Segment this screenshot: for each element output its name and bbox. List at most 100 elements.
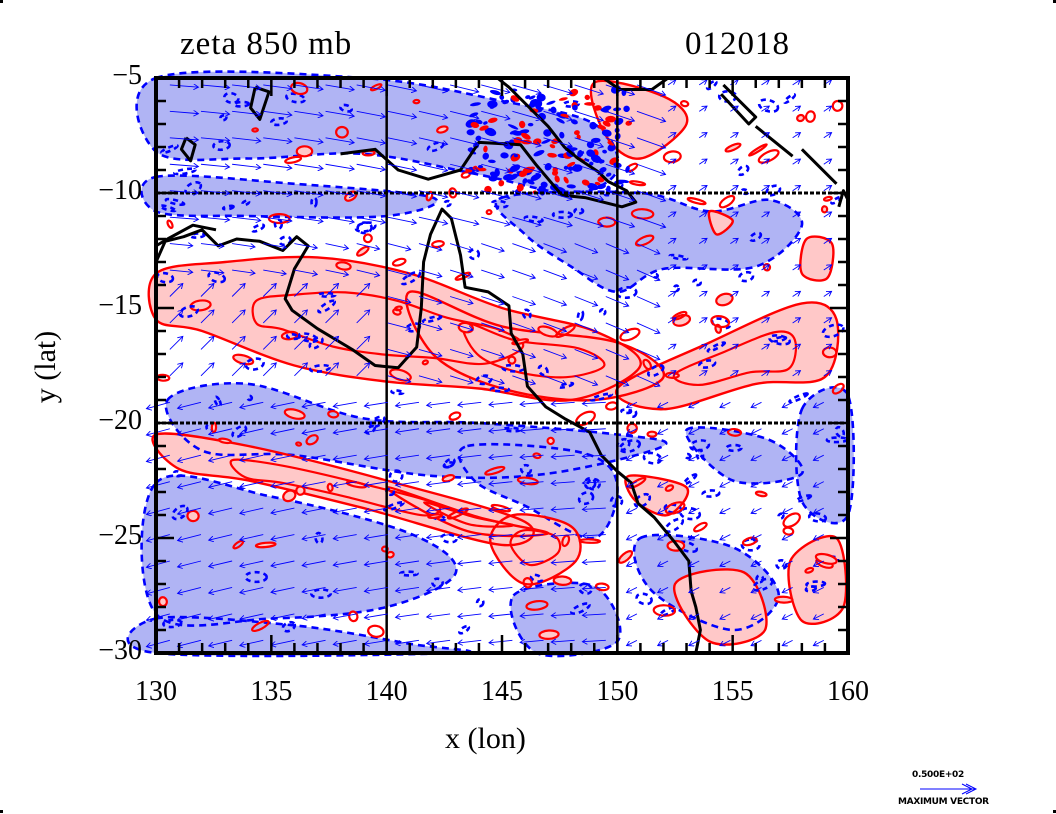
dense-vorticity-cell <box>516 183 524 192</box>
negative-vorticity-cell <box>598 308 607 316</box>
wind-vector <box>751 613 762 619</box>
wind-vector <box>396 454 420 459</box>
wind-vector <box>720 587 731 592</box>
wind-vector <box>294 216 323 221</box>
negative-vorticity-cell <box>771 335 788 343</box>
dense-vorticity-cell <box>602 120 611 127</box>
wind-vector <box>364 639 388 644</box>
wind-vector <box>200 111 230 114</box>
positive-vorticity-cell <box>431 240 445 249</box>
wind-vector <box>761 80 770 86</box>
wind-vector <box>481 216 510 225</box>
wind-vector <box>689 454 700 460</box>
wind-vector <box>146 401 170 408</box>
wind-vector <box>823 344 832 350</box>
positive-vorticity-cell <box>646 430 658 438</box>
positive-vorticity-cell <box>348 610 359 623</box>
wind-vector <box>387 269 411 276</box>
y-axis-label: y (lat) <box>29 330 62 404</box>
wind-vector <box>730 318 738 324</box>
wind-vector <box>636 243 660 254</box>
positive-vorticity-cell <box>507 355 517 365</box>
wind-vector <box>813 507 824 513</box>
wind-vector <box>792 371 801 377</box>
negative-vorticity-cell <box>475 374 493 386</box>
wind-vector <box>627 560 638 566</box>
dense-vorticity-cell <box>525 95 531 99</box>
wind-vector <box>356 163 386 169</box>
negative-vorticity-region <box>685 427 803 484</box>
negative-vorticity-cell <box>388 469 404 483</box>
negative-vorticity-cell <box>173 167 197 176</box>
wind-vector <box>636 375 660 386</box>
negative-vorticity-cell <box>308 336 324 350</box>
wind-vector <box>689 639 700 645</box>
wind-vector <box>240 481 264 487</box>
negative-vorticity-cell <box>164 197 186 207</box>
wind-vector <box>387 296 411 303</box>
reference-vector-caption: MAXIMUM VECTOR <box>898 797 989 807</box>
wind-vector <box>574 296 598 306</box>
wind-vector <box>294 243 317 248</box>
wind-vector <box>178 401 202 408</box>
dense-vorticity-cell <box>482 152 490 160</box>
wind-vector <box>356 243 380 249</box>
wind-vector <box>782 507 793 513</box>
positive-vorticity-cell <box>446 507 469 520</box>
wind-vector <box>489 614 513 616</box>
wind-vector <box>551 561 575 563</box>
wind-vector <box>458 535 482 538</box>
wind-vector <box>333 401 357 406</box>
wind-vector <box>689 507 700 513</box>
wind-vector <box>551 587 575 589</box>
wind-vector <box>271 481 295 487</box>
negative-vorticity-cell <box>429 512 447 522</box>
dense-vorticity-cell <box>566 161 576 167</box>
wind-vector <box>782 481 793 487</box>
wind-vector <box>146 613 170 620</box>
wind-vector <box>551 482 575 484</box>
wind-vector <box>698 212 707 218</box>
positive-vorticity-region <box>788 536 847 624</box>
dense-vorticity-cell <box>518 120 526 129</box>
dense-vorticity-cell <box>597 124 607 130</box>
wind-vector <box>449 190 479 198</box>
dense-vorticity-cell <box>528 95 536 100</box>
wind-vector <box>551 429 575 431</box>
wind-vector <box>169 310 183 324</box>
positive-vorticity-cell <box>484 465 506 476</box>
dense-vorticity-cell <box>494 168 500 177</box>
dense-vorticity-cell <box>526 179 535 185</box>
wind-vector <box>481 322 504 331</box>
negative-vorticity-cell <box>273 218 284 230</box>
wind-vector <box>720 560 731 566</box>
wind-vector <box>627 613 638 619</box>
negative-vorticity-cell <box>356 221 373 235</box>
wind-vector <box>271 534 295 540</box>
wind-vector <box>520 402 544 404</box>
wind-vector <box>636 322 660 333</box>
positive-vorticity-cell <box>748 143 768 157</box>
negative-vorticity-cell <box>618 439 641 454</box>
wind-vector <box>356 363 370 377</box>
wind-vector <box>627 639 638 645</box>
positive-vorticity-cell <box>295 485 306 496</box>
positive-vorticity-cell <box>594 582 610 592</box>
wind-vector <box>512 163 541 172</box>
wind-vector <box>263 137 292 142</box>
positive-vorticity-cell <box>392 308 402 316</box>
wind-vector <box>720 534 731 540</box>
negative-vorticity-cell <box>551 210 574 219</box>
negative-vorticity-cell <box>310 588 333 599</box>
reference-vector-magnitude: 0.500E+02 <box>912 770 964 780</box>
wind-vector <box>574 243 598 253</box>
wind-vector <box>627 587 638 592</box>
wind-vector <box>489 455 513 457</box>
wind-vector <box>449 216 479 224</box>
wind-vector <box>418 216 448 223</box>
wind-vector <box>574 348 598 358</box>
dense-vorticity-cell <box>556 117 565 124</box>
wind-vector <box>418 84 448 91</box>
wind-vector <box>200 191 230 194</box>
wind-vector <box>520 587 544 589</box>
